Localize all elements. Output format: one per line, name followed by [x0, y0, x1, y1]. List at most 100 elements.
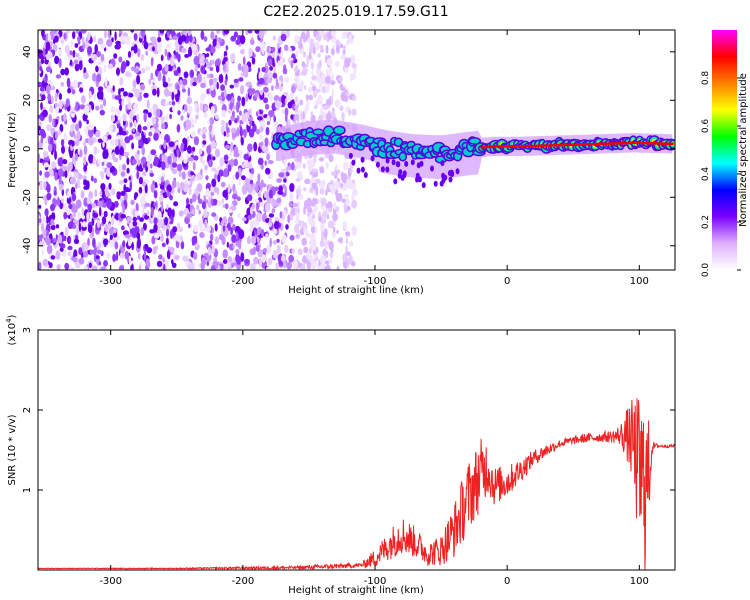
noise-speckle	[64, 226, 69, 236]
noise-speckle	[230, 158, 235, 167]
noise-speckle	[143, 112, 147, 123]
noise-speckle	[113, 53, 118, 59]
noise-speckle	[258, 77, 265, 84]
noise-speckle	[106, 167, 111, 177]
noise-speckle	[118, 33, 122, 38]
noise-speckle	[257, 192, 262, 197]
noise-speckle	[207, 120, 211, 125]
noise-speckle	[247, 185, 254, 194]
noise-speckle	[240, 252, 245, 262]
noise-speckle	[70, 81, 76, 87]
noise-speckle	[325, 104, 330, 110]
noise-speckle	[223, 88, 227, 98]
noise-speckle	[103, 260, 108, 267]
noise-speckle	[75, 138, 80, 147]
noise-speckle	[62, 159, 68, 165]
noise-speckle	[48, 168, 54, 177]
noise-speckle	[230, 127, 237, 134]
noise-speckle	[206, 53, 210, 58]
noise-speckle	[276, 197, 282, 203]
noise-speckle	[184, 138, 188, 148]
noise-speckle	[130, 264, 134, 270]
noise-speckle	[315, 68, 321, 76]
noise-speckle	[233, 31, 238, 38]
noise-speckle	[119, 77, 124, 86]
noise-speckle	[144, 183, 148, 194]
noise-speckle	[236, 104, 240, 113]
noise-speckle	[118, 126, 123, 136]
noise-speckle	[243, 64, 249, 74]
noise-speckle	[334, 99, 341, 108]
noise-speckle	[326, 98, 332, 106]
noise-speckle	[203, 58, 209, 63]
noise-speckle	[274, 100, 281, 109]
noise-speckle	[204, 105, 208, 112]
noise-speckle	[75, 182, 78, 190]
noise-speckle	[200, 30, 205, 40]
noise-speckle	[253, 141, 258, 152]
noise-speckle	[150, 36, 155, 42]
noise-speckle	[107, 63, 113, 69]
noise-speckle	[193, 252, 198, 260]
noise-speckle	[131, 158, 137, 165]
noise-speckle	[177, 187, 181, 194]
noise-speckle	[249, 206, 254, 215]
noise-speckle	[164, 216, 169, 226]
noise-speckle	[210, 84, 214, 91]
noise-speckle	[206, 261, 210, 266]
noise-speckle	[131, 241, 134, 251]
noise-speckle	[351, 34, 355, 40]
noise-speckle	[123, 178, 128, 184]
ridge-streak	[410, 159, 415, 166]
noise-speckle	[151, 116, 157, 125]
noise-speckle	[218, 169, 224, 177]
noise-speckle	[202, 159, 206, 167]
noise-speckle	[105, 187, 109, 195]
noise-speckle	[254, 30, 261, 34]
noise-speckle	[167, 31, 170, 38]
noise-speckle	[197, 73, 202, 83]
noise-speckle	[157, 218, 164, 228]
noise-speckle	[278, 260, 283, 266]
noise-speckle	[64, 262, 70, 270]
noise-speckle	[345, 91, 350, 97]
noise-speckle	[103, 64, 107, 73]
noise-speckle	[89, 249, 95, 255]
noise-speckle	[115, 107, 121, 117]
ridge-streak	[375, 161, 380, 168]
noise-speckle	[332, 212, 338, 222]
noise-speckle	[68, 237, 71, 243]
noise-speckle	[343, 194, 349, 198]
noise-speckle	[161, 242, 166, 248]
noise-speckle	[198, 219, 204, 228]
noise-speckle	[90, 175, 94, 182]
noise-speckle	[149, 107, 153, 114]
noise-speckle	[136, 170, 139, 180]
noise-speckle	[183, 104, 188, 112]
noise-speckle	[163, 140, 167, 150]
noise-speckle	[127, 102, 132, 110]
noise-speckle	[133, 44, 138, 54]
noise-speckle	[75, 227, 80, 236]
noise-speckle	[254, 92, 259, 98]
noise-speckle	[294, 35, 301, 43]
noise-speckle	[227, 216, 234, 224]
noise-speckle	[77, 36, 81, 42]
noise-speckle	[157, 210, 162, 221]
noise-speckle	[273, 250, 276, 258]
noise-speckle	[133, 68, 140, 74]
noise-speckle	[250, 167, 255, 175]
noise-speckle	[305, 232, 311, 238]
noise-speckle	[211, 178, 217, 188]
noise-speckle	[341, 173, 347, 184]
noise-speckle	[97, 249, 103, 254]
noise-speckle	[239, 84, 245, 95]
noise-speckle	[41, 80, 46, 90]
noise-speckle	[47, 143, 53, 153]
noise-speckle	[340, 54, 347, 60]
noise-speckle	[63, 132, 68, 142]
noise-speckle	[119, 251, 125, 259]
ridge-streak	[398, 169, 403, 176]
noise-speckle	[210, 191, 215, 197]
noise-speckle	[100, 266, 107, 270]
